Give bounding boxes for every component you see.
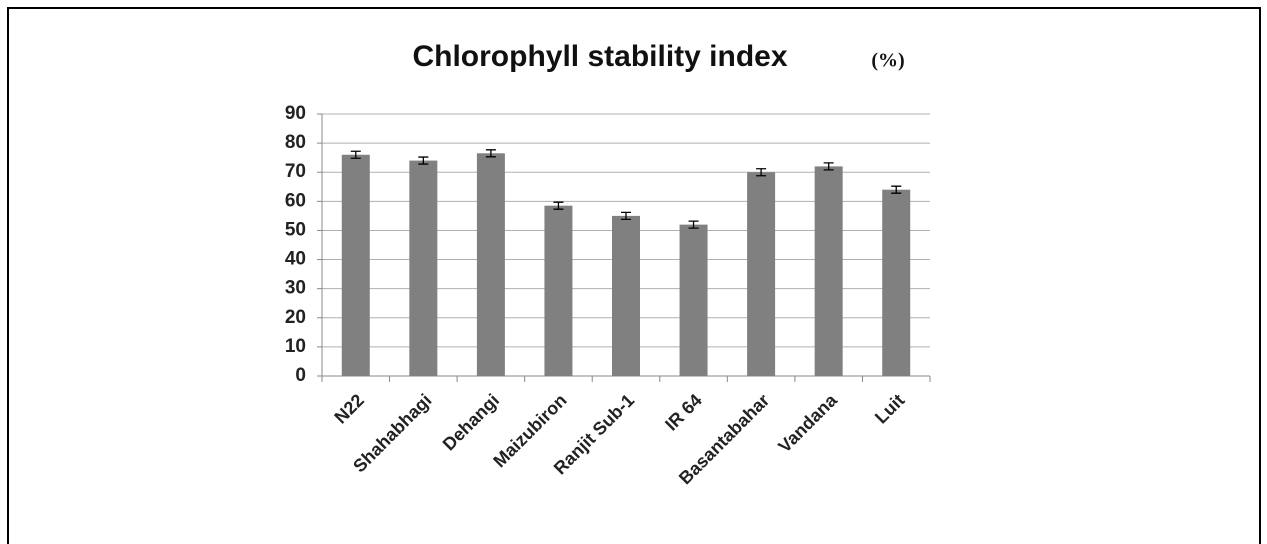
bar (814, 166, 843, 376)
y-tick-label: 30 (285, 278, 306, 299)
error-bar (485, 149, 496, 158)
y-tick-label: 70 (285, 161, 306, 182)
x-tick-label: N22 (330, 390, 367, 427)
chart-title: Chlorophyll stability index (412, 40, 787, 73)
bar (747, 172, 776, 376)
y-tick-label: 40 (285, 249, 306, 270)
y-tick-label: 50 (285, 219, 306, 240)
y-tick-label: 0 (295, 365, 306, 386)
x-tick-label: Dehangi (439, 390, 503, 454)
y-tick-label: 60 (285, 190, 306, 211)
error-bar (688, 220, 699, 229)
y-tick-label: 10 (285, 336, 306, 357)
error-bar (621, 211, 631, 221)
y-tick-label: 80 (285, 132, 306, 153)
bar (882, 189, 911, 376)
error-bar (823, 162, 834, 171)
bar (341, 154, 370, 376)
bar (409, 160, 438, 376)
x-tick-label: Vandana (774, 389, 841, 456)
error-bar (418, 156, 429, 165)
y-tick-label: 90 (285, 103, 306, 124)
x-tick-label: IR 64 (661, 390, 706, 435)
frame (7, 7, 1261, 544)
y-tick-label: 20 (285, 307, 306, 328)
error-bar (350, 150, 361, 159)
bar (476, 153, 505, 376)
error-bar (756, 168, 767, 177)
error-bar (553, 201, 564, 210)
x-tick-label: Luit (871, 390, 908, 427)
bar (612, 215, 640, 376)
bar (544, 205, 573, 376)
bar (679, 224, 708, 376)
error-bar (891, 185, 902, 194)
unit-label: (%) (871, 50, 904, 72)
